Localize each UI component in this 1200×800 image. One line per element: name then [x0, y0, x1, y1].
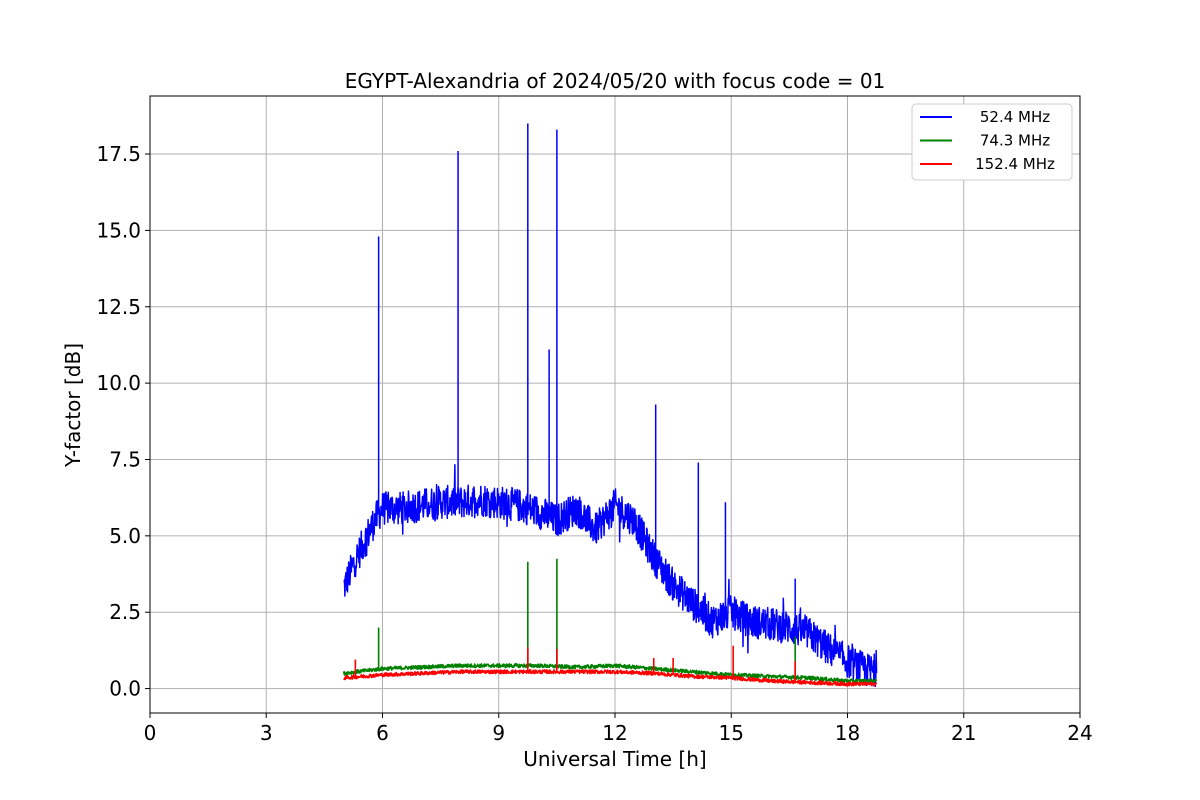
legend-box: [911, 103, 1073, 181]
legend-label: 52.4 MHz: [980, 108, 1050, 126]
y-tick-label: 15.0: [96, 218, 141, 242]
series-line: [343, 645, 878, 687]
series-line: [343, 123, 878, 688]
chart-title: EGYPT-Alexandria of 2024/05/20 with focu…: [345, 69, 886, 93]
series-layer: [342, 123, 878, 688]
ticks: 0 3 6 9 12 15 18 21 24 0.0 2.5 5.0 7.5 10.0 12.5 15.0 17…: [96, 142, 1092, 745]
x-tick-label: 3: [260, 721, 273, 745]
x-tick-label: 18: [835, 721, 860, 745]
x-tick-label: 12: [602, 721, 627, 745]
x-tick-label: 21: [951, 721, 976, 745]
y-tick-label: 2.5: [109, 600, 141, 624]
y-tick-label: 0.0: [109, 677, 141, 701]
x-tick-label: 9: [492, 721, 505, 745]
legend: 52.4 MHz 74.3 MHz 152.4 MHz: [911, 103, 1073, 181]
y-tick-label: 7.5: [109, 447, 141, 471]
series-line: [342, 558, 878, 684]
x-tick-label: 6: [376, 721, 389, 745]
x-tick-label: 24: [1067, 721, 1092, 745]
x-tick-label: 15: [719, 721, 744, 745]
x-axis-label: Universal Time [h]: [523, 747, 706, 771]
legend-label: 152.4 MHz: [975, 155, 1055, 173]
x-tick-label: 0: [144, 721, 157, 745]
y-tick-label: 17.5: [96, 142, 141, 166]
y-tick-label: 12.5: [96, 295, 141, 319]
y-axis-label: Y-factor [dB]: [61, 343, 85, 468]
legend-label: 74.3 MHz: [980, 132, 1050, 150]
y-tick-label: 5.0: [109, 524, 141, 548]
y-tick-label: 10.0: [96, 371, 141, 395]
